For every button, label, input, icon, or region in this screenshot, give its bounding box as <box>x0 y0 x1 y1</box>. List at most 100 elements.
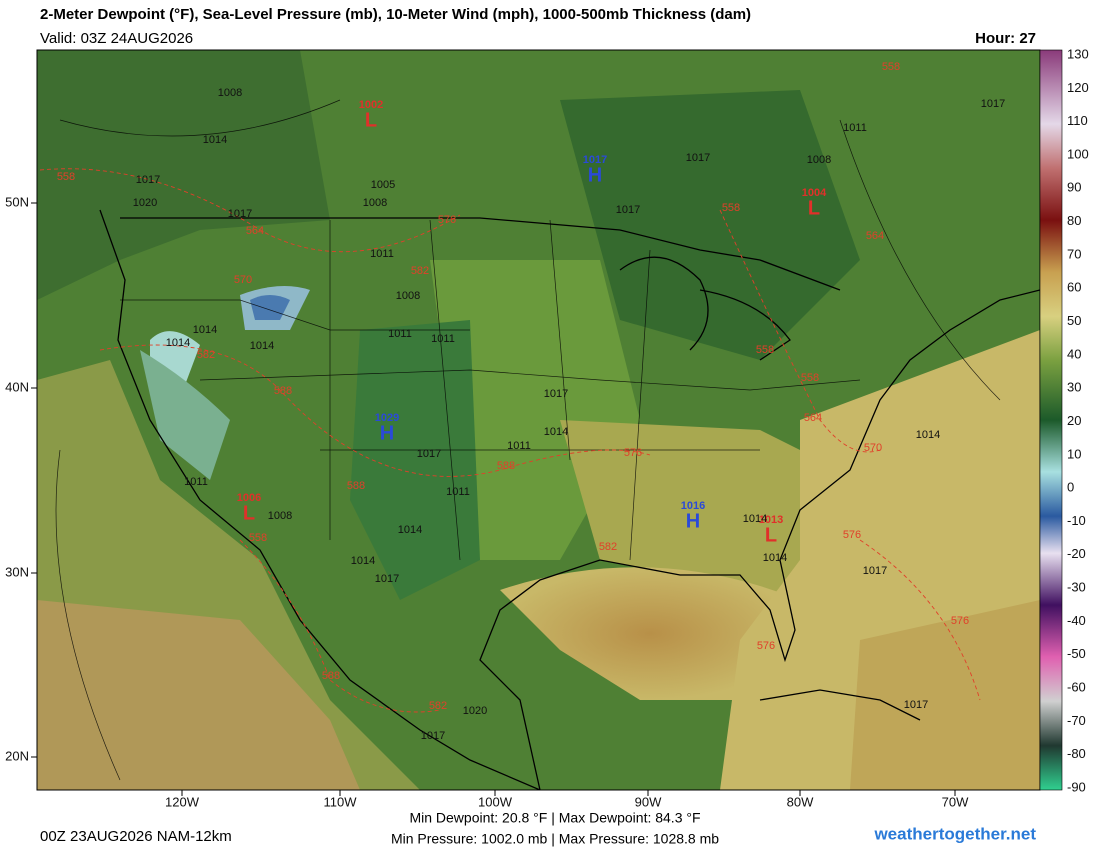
colorbar-label: 90 <box>1067 180 1081 195</box>
isobar-label: 1017 <box>981 98 1005 110</box>
lon-label: 110W <box>324 794 358 809</box>
lows-pressure: 1004 <box>802 187 827 199</box>
isobar-label: 1014 <box>250 340 274 352</box>
isobar-label: 1020 <box>133 197 157 209</box>
thickness-label: 582 <box>197 349 215 361</box>
colorbar-label: 80 <box>1067 213 1081 228</box>
dewpoint-stats: Min Dewpoint: 20.8 °F | Max Dewpoint: 84… <box>409 810 700 826</box>
lon-label: 100W <box>478 794 513 809</box>
thickness-label: 564 <box>866 230 884 242</box>
isobar-label: 1008 <box>268 510 292 522</box>
model-run: 00Z 23AUG2026 NAM-12km <box>40 828 232 845</box>
thickness-label: 576 <box>624 447 642 459</box>
lat-label: 20N <box>5 748 29 763</box>
highs-symbol: H <box>588 164 602 186</box>
lon-label: 90W <box>635 794 662 809</box>
isobar-label: 1011 <box>370 248 394 260</box>
thickness-label: 588 <box>497 460 515 472</box>
thickness-label: 558 <box>722 202 740 214</box>
lows-pressure: 1013 <box>759 514 783 526</box>
isobar-label: 1017 <box>421 730 445 742</box>
lon-label: 70W <box>942 794 969 809</box>
thickness-label: 570 <box>234 274 252 286</box>
forecast-hour: Hour: 27 <box>975 30 1036 47</box>
colorbar-label: 10 <box>1067 446 1081 461</box>
thickness-label: 582 <box>599 541 617 553</box>
colorbar-label: -70 <box>1067 713 1086 728</box>
isobar-label: 1014 <box>743 513 767 525</box>
isobar-label: 1008 <box>807 154 831 166</box>
colorbar-label: 130 <box>1067 46 1089 61</box>
thickness-label: 582 <box>429 700 447 712</box>
highs-symbol: H <box>380 422 394 444</box>
colorbar-label: 30 <box>1067 380 1081 395</box>
isobar-label: 1014 <box>166 337 190 349</box>
isobar-label: 1017 <box>136 174 160 186</box>
thickness-label: 558 <box>249 532 267 544</box>
highs-pressure: 1016 <box>681 500 705 512</box>
thickness-label: 588 <box>274 385 292 397</box>
colorbar-label: 120 <box>1067 80 1089 95</box>
isobar-label: 1014 <box>544 426 568 438</box>
lon-label: 120W <box>165 794 200 809</box>
lows-pressure: 1006 <box>237 492 261 504</box>
lows-symbol: L <box>808 197 820 219</box>
lows-symbol: L <box>243 502 255 524</box>
colorbar-label: 110 <box>1067 113 1088 128</box>
colorbar-label: 60 <box>1067 280 1081 295</box>
isobar-label: 1017 <box>228 208 252 220</box>
colorbar-label: 0 <box>1067 480 1074 495</box>
lon-label: 80W <box>787 794 814 809</box>
isobar-label: 1014 <box>203 134 227 146</box>
thickness-label: 576 <box>757 640 775 652</box>
colorbar-label: -90 <box>1067 779 1086 794</box>
pressure-stats: Min Pressure: 1002.0 mb | Max Pressure: … <box>391 831 719 847</box>
colorbar-label: -40 <box>1067 613 1086 628</box>
isobar-label: 1008 <box>218 87 242 99</box>
thickness-label: 588 <box>347 480 365 492</box>
isobar-label: 1011 <box>446 486 470 498</box>
colorbar-label: -20 <box>1067 546 1086 561</box>
thickness-label: 570 <box>864 442 882 454</box>
isobar-label: 1014 <box>916 429 940 441</box>
thickness-label: 558 <box>756 344 774 356</box>
isobar-label: 1011 <box>184 476 208 488</box>
isobar-label: 1017 <box>375 573 399 585</box>
colorbar-label: 20 <box>1067 413 1081 428</box>
colorbar-label: -80 <box>1067 746 1086 761</box>
colorbar-label: 70 <box>1067 246 1081 261</box>
thickness-label: 558 <box>882 61 900 73</box>
colorbar-label: 40 <box>1067 346 1081 361</box>
isobar-label: 1017 <box>863 565 887 577</box>
lat-label: 50N <box>5 194 29 209</box>
lows-symbol: L <box>365 109 377 131</box>
colorbar-label: -10 <box>1067 513 1086 528</box>
thickness-label: 558 <box>57 171 75 183</box>
colorbar-label: -60 <box>1067 679 1086 694</box>
isobar-label: 1014 <box>351 555 375 567</box>
isobar-label: 1017 <box>544 388 568 400</box>
valid-time: Valid: 03Z 24AUG2026 <box>40 30 193 47</box>
thickness-label: 588 <box>322 670 340 682</box>
isobar-label: 1008 <box>396 290 420 302</box>
isobar-label: 1005 <box>371 179 395 191</box>
lows-symbol: L <box>765 524 777 546</box>
isobar-label: 1020 <box>463 705 487 717</box>
isobar-label: 1011 <box>843 122 867 134</box>
isobar-label: 1011 <box>431 333 455 345</box>
lat-label: 30N <box>5 564 29 579</box>
isobar-label: 1014 <box>193 324 217 336</box>
colorbar-label: -30 <box>1067 580 1086 595</box>
thickness-label: 558 <box>801 372 819 384</box>
isobar-label: 1017 <box>686 152 710 164</box>
thickness-label: 576 <box>951 615 969 627</box>
thickness-label: 576 <box>438 214 456 226</box>
isobar-label: 1011 <box>388 328 412 340</box>
lows-pressure: 1002 <box>359 99 383 111</box>
colorbar <box>1039 49 1063 791</box>
isobar-label: 1014 <box>763 552 787 564</box>
highs-pressure: 1029 <box>375 412 399 424</box>
site-credit: weathertogether.net <box>873 824 1036 843</box>
isobar-label: 1008 <box>363 197 387 209</box>
map <box>36 49 1041 791</box>
